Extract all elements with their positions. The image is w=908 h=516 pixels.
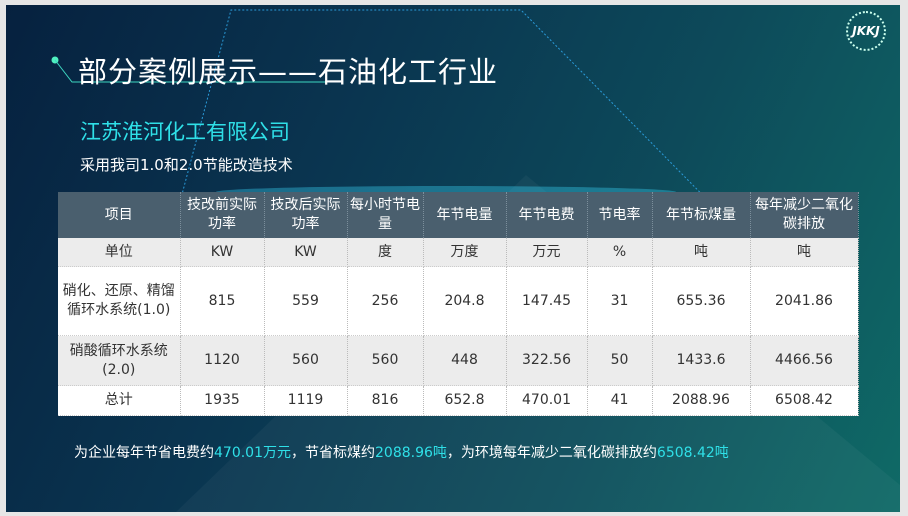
table-cell: 816 (347, 385, 424, 416)
table-cell: 50 (587, 335, 653, 386)
subtitle: 采用我司1.0和2.0节能改造技术 (80, 156, 293, 174)
table-cell: 2041.86 (750, 266, 859, 336)
column-header: 每年减少二氧化碳排放 (750, 192, 859, 238)
table-cell: 度 (347, 238, 424, 267)
table-cell: 41 (587, 385, 653, 416)
table-cell: 总计 (58, 385, 181, 416)
table-cell: 1120 (180, 335, 265, 386)
column-header: 项目 (58, 192, 181, 238)
table-row: 硝酸循环水系统 (2.0) 1120 560 560 448 322.56 50 1433.6… (58, 335, 859, 386)
table-cell: 1119 (264, 385, 348, 416)
table-cell: 万元 (506, 238, 588, 267)
column-header: 每小时节电量 (347, 192, 424, 238)
summary-value: 6508.42吨 (656, 445, 729, 461)
table-cell: 204.8 (423, 266, 507, 336)
table-row: 单位 KW KW 度万度 万元% 吨吨 (58, 238, 859, 267)
table-cell: % (587, 238, 653, 267)
table-header-row: 项目 技改前实际功率 技改后实际功率 每小时节电量 年节电量 年节电费 节电率 … (58, 192, 859, 238)
column-header: 技改前实际功率 (180, 192, 265, 238)
summary-part: ，为环境每年减少二氧化碳排放约 (446, 445, 657, 461)
slide: JKKJ 部分案例展示——石油化工行业 江苏淮河化工有限公司 采用我司1.0和2… (6, 5, 900, 512)
table-row: 硝化、还原、精馏循环水系统(1.0) 815 559 256 204.8 147.45 31… (58, 266, 859, 336)
table-cell: 256 (347, 266, 424, 336)
summary-value: 2088.96吨 (375, 445, 447, 461)
title-bullet-icon (51, 56, 340, 83)
company-name: 江苏淮河化工有限公司 (80, 120, 290, 144)
table-cell: 1935 (180, 385, 265, 416)
table-cell: KW (180, 238, 265, 267)
table-cell: 147.45 (506, 266, 588, 336)
table-cell: 4466.56 (750, 335, 859, 386)
summary-text: 为企业每年节省电费约470.01万元，节省标煤约2088.96吨，为环境每年减少… (74, 442, 729, 462)
table-cell: 硝化、还原、精馏循环水系统(1.0) (58, 266, 181, 336)
table-cell: 1433.6 (652, 335, 751, 386)
table-total-row: 总计 1935 1119 816 652.8 470.01 41 2088.96 6508.42 (58, 385, 859, 416)
table-cell: 吨 (750, 238, 859, 267)
summary-part: 为企业每年节省电费约 (74, 445, 214, 461)
column-header: 技改后实际功率 (264, 192, 348, 238)
table-cell: 470.01 (506, 385, 588, 416)
table-cell: 448 (423, 335, 507, 386)
table-cell: 322.56 (506, 335, 588, 386)
table-cell: KW (264, 238, 348, 267)
table-cell: 559 (264, 266, 348, 336)
column-header: 节电率 (587, 192, 653, 238)
summary-part: ，节省标煤约 (291, 445, 375, 461)
table-cell: 2088.96 (652, 385, 751, 416)
company-logo: JKKJ (846, 11, 886, 51)
summary-value: 470.01万元 (214, 445, 291, 461)
savings-table: 项目 技改前实际功率 技改后实际功率 每小时节电量 年节电量 年节电费 节电率 … (58, 192, 859, 416)
column-header: 年节电费 (506, 192, 588, 238)
table-cell: 31 (587, 266, 653, 336)
table-cell: 560 (347, 335, 424, 386)
table-cell: 单位 (58, 238, 181, 267)
page-title: 部分案例展示——石油化工行业 (78, 55, 499, 89)
column-header: 年节电量 (423, 192, 507, 238)
table-cell: 万度 (423, 238, 507, 267)
table-cell: 吨 (652, 238, 751, 267)
table-cell: 655.36 (652, 266, 751, 336)
table-cell: 6508.42 (750, 385, 859, 416)
table-cell: 560 (264, 335, 348, 386)
table-cell: 815 (180, 266, 265, 336)
table-cell: 652.8 (423, 385, 507, 416)
table-cell: 硝酸循环水系统 (2.0) (58, 335, 181, 386)
column-header: 年节标煤量 (652, 192, 751, 238)
